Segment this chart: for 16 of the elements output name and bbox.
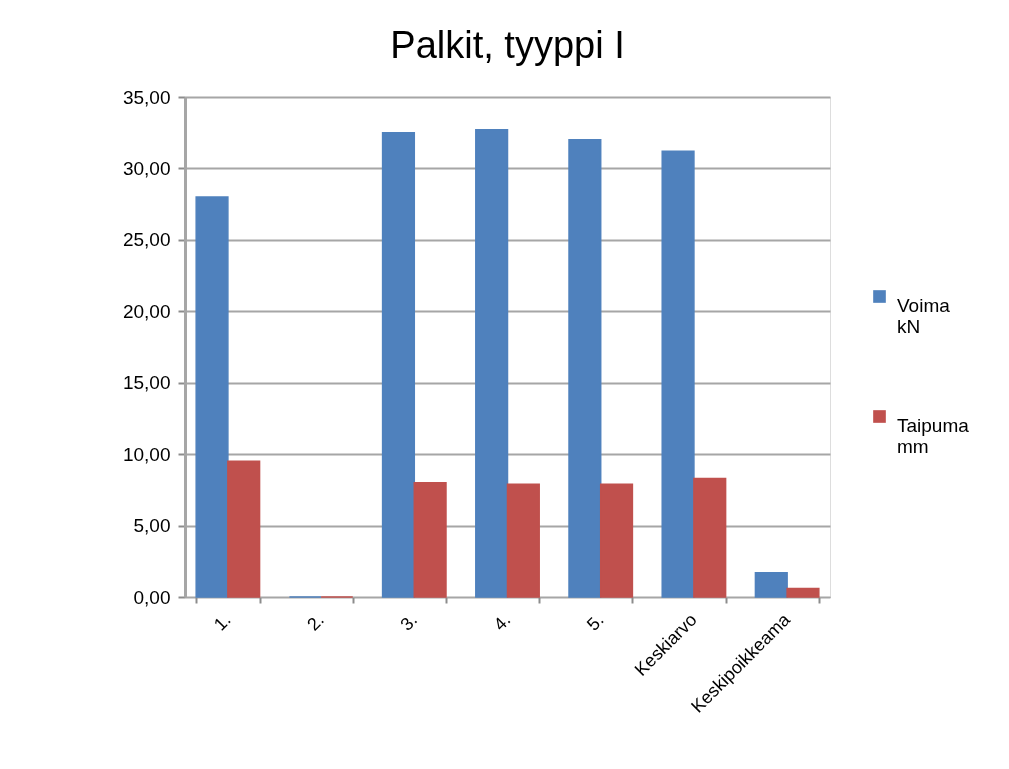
chart-title: Palkit, tyyppi I	[390, 24, 625, 66]
x-tick-label: 2.	[303, 609, 328, 635]
y-tick-label: 35,00	[122, 86, 171, 108]
y-tick-label: 10,00	[122, 443, 171, 465]
x-tick-label: 4.	[489, 609, 515, 635]
x-tick-label: 3.	[396, 609, 422, 635]
legend-label: Taipuma mm	[897, 414, 970, 457]
y-tick-label: 15,00	[122, 372, 171, 394]
x-tick-label: 5.	[582, 609, 608, 635]
y-tick-label: 0,00	[133, 586, 171, 608]
y-tick-label: 5,00	[133, 515, 171, 537]
y-tick-label: 25,00	[122, 229, 171, 251]
y-tick-label: 20,00	[122, 300, 171, 322]
legend-label: Voima kN	[897, 294, 951, 337]
y-tick-label: 30,00	[122, 157, 171, 179]
x-tick-label: 1.	[209, 609, 235, 635]
